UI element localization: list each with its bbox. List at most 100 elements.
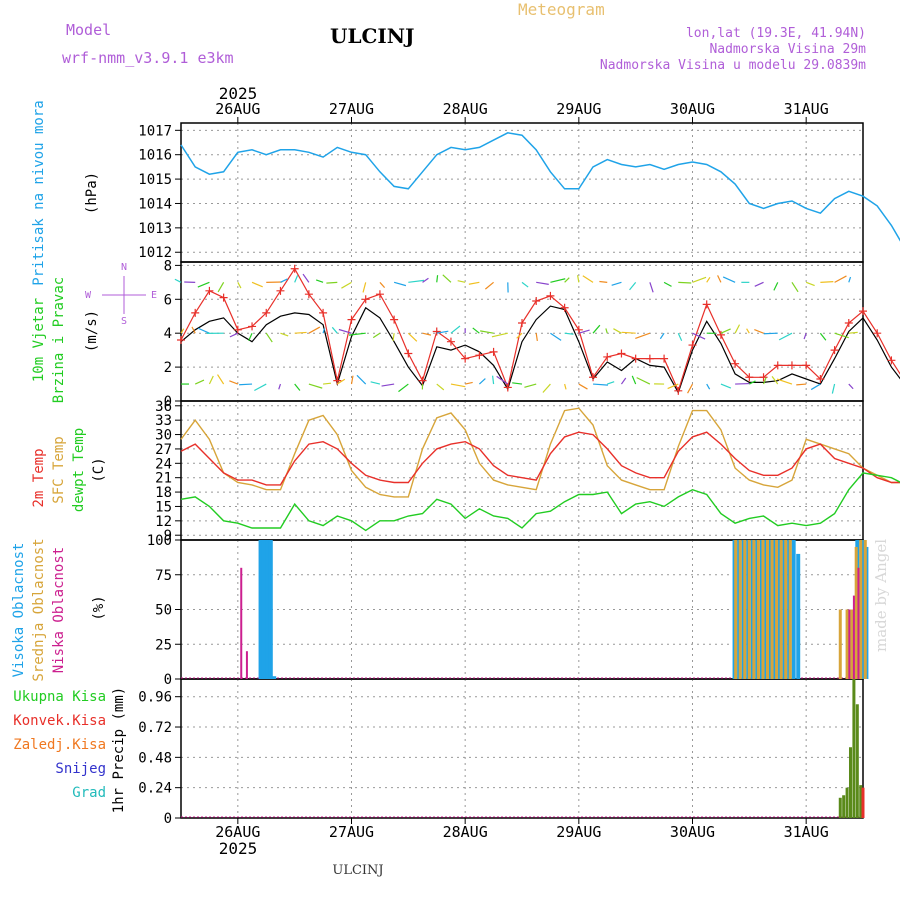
wind-arrow (550, 332, 562, 341)
wind-arrow (535, 333, 538, 342)
y-tick-label: 0.24 (138, 781, 172, 797)
cloud-bar-srednja (734, 540, 738, 679)
lonlat-label: lon,lat (19.3E, 41.94N) (686, 26, 866, 41)
elevation-label: Nadmorska Visina 29m (709, 42, 866, 57)
cloud-bar-srednja (738, 540, 742, 679)
cloud-bar-srednja (838, 609, 842, 679)
wind-arrow (771, 376, 779, 385)
wind-arrow (484, 281, 494, 290)
x-tick-label-top: 31AUG (784, 100, 829, 118)
y-tick-label: 75 (155, 568, 172, 584)
wind-arrow (678, 281, 692, 284)
chart-marks: 1012101310141015101610170246891215182124… (138, 100, 900, 841)
cloud-bar-srednja (859, 540, 863, 679)
wind-arrow (754, 281, 764, 287)
wind-arrow (692, 332, 706, 340)
wind-arrow (336, 378, 346, 385)
gust-marker (390, 315, 399, 324)
cloud-panel: Visoka Oblacnost Srednja Oblacnost Niska… (11, 538, 107, 681)
wind-arrow (315, 279, 324, 283)
wind-arrow (791, 282, 799, 293)
panel-frame (180, 678, 864, 819)
pressure-ylabel: (hPa) (84, 172, 100, 214)
wind-arrow (746, 328, 750, 334)
wind-arrow (348, 332, 366, 336)
wind-arrow (763, 332, 778, 335)
wind-arrow (280, 332, 289, 337)
gust-marker (873, 329, 882, 338)
precip-conv-label: Konvek.Kisa (13, 713, 106, 729)
x-tick-label-top: 29AUG (556, 100, 601, 118)
gust-marker (248, 322, 257, 331)
year-bottom: 2025 (219, 839, 258, 858)
x-tick-label-top: 28AUG (443, 100, 488, 118)
y-tick-label: 0.96 (138, 690, 172, 706)
wind-ylabel: (m/s) (84, 310, 100, 352)
precip-snow-label: Snijeg (55, 761, 106, 777)
cloud-bar-srednja (784, 540, 788, 679)
wind-arrow (754, 329, 764, 334)
gust-marker (205, 286, 214, 295)
wind-arrow (217, 374, 225, 385)
gust-marker (518, 319, 526, 328)
cloud-low-label: Niska Oblacnost (51, 547, 67, 673)
wind-arrow (720, 383, 732, 389)
cloud-bar-srednja (845, 609, 849, 679)
precip-total-label: Ukupna Kisa (13, 689, 106, 705)
precip-bar (838, 797, 842, 818)
panel-axes-1: 0 2 4 6 8 (164, 258, 864, 410)
gust-marker (461, 354, 470, 363)
precip-bar (845, 787, 849, 818)
wind-arrow (706, 383, 711, 390)
gust-marker (446, 337, 455, 346)
cloud-bar-srednja (863, 540, 867, 679)
wind-arrow (278, 383, 282, 390)
wind-arrow (191, 326, 196, 334)
wind-arrow (834, 332, 849, 339)
wind-arrow (308, 383, 323, 389)
gust-marker (319, 308, 328, 317)
cloud-bar-niska (857, 567, 860, 679)
temp-dewpt-label: dewpt Temp (71, 428, 87, 512)
x-tick-label-bottom: 28AUG (443, 823, 488, 841)
gust-marker (177, 335, 185, 344)
wind-arrow (621, 331, 636, 334)
gust-marker (674, 386, 683, 395)
y-tick-label: 1014 (138, 196, 172, 212)
wind-arrow (294, 275, 299, 283)
pressure-line (180, 132, 900, 242)
cloud-bar-srednja (743, 540, 747, 679)
gust-marker (290, 264, 299, 273)
wind-arrow (578, 329, 590, 334)
wind-arrow (254, 383, 267, 392)
wind-arrow (649, 282, 654, 293)
temp-2m-line (180, 431, 900, 486)
wind-arrow (480, 330, 494, 334)
wind-arrow (392, 333, 395, 342)
gust-marker (787, 361, 796, 370)
precip-bar (855, 704, 859, 818)
wind-arrow (248, 332, 253, 341)
y-tick-label: 6 (164, 292, 172, 308)
cloud-bar-srednja (756, 540, 760, 679)
wind-arrow (326, 281, 338, 284)
y-tick-label: 0.48 (138, 750, 172, 766)
wind-arrow (237, 282, 242, 289)
y-tick-label: 27 (155, 442, 172, 458)
y-tick-label: 4 (164, 326, 172, 342)
wind-arrow (524, 383, 537, 388)
gust-marker (745, 373, 754, 382)
wind-arrow (442, 274, 452, 283)
cloud-bar-visoka (258, 540, 263, 679)
wind-arrow (720, 328, 731, 334)
wind-arrow (362, 282, 367, 293)
cloud-bar-visoka (796, 553, 801, 679)
wind-arrow (512, 382, 523, 385)
wind-arrow (677, 332, 683, 341)
wind-arrow (611, 281, 622, 286)
wind-arrow (239, 383, 253, 386)
x-tick-label-top: 26AUG (215, 100, 260, 118)
precip-bar (859, 785, 863, 818)
wind-arrow (436, 330, 449, 334)
cloud-bar-srednja (747, 540, 751, 679)
